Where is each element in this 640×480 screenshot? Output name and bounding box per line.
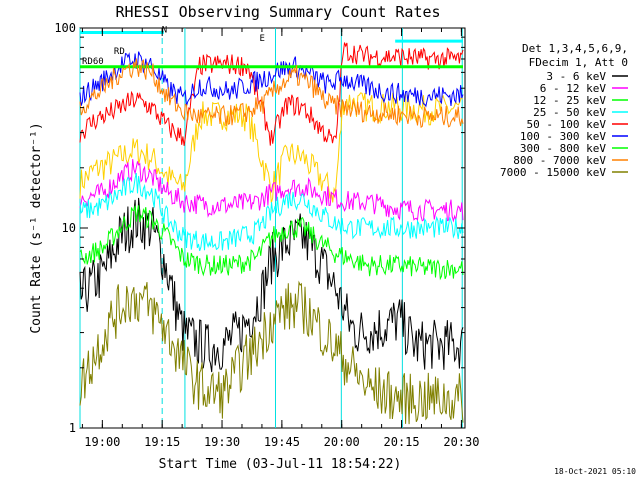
legend-header-line-2: FDecim 1, Att 0 — [529, 56, 628, 69]
series-line-7000-15000-kev — [79, 280, 464, 425]
x-tick-label: 20:30 — [443, 435, 479, 449]
flag-annotation: RD — [114, 47, 125, 57]
legend-entry-label: 7000 - 15000 keV — [500, 166, 606, 179]
legend-entry-label: 300 - 800 keV — [520, 142, 606, 155]
flag-annotation: E — [260, 34, 265, 44]
series-line-800-7000-kev — [79, 58, 464, 129]
series-line-12-25-kev — [79, 205, 464, 281]
series-line-100-300-kev — [79, 51, 464, 108]
legend-header-line-1: Det 1,3,4,5,6,9, — [522, 42, 628, 55]
legend-entry-label: 100 - 300 keV — [520, 130, 606, 143]
flag-annotation: N — [162, 25, 167, 35]
legend-entry-label: 6 - 12 keV — [540, 82, 607, 95]
x-tick-label: 20:15 — [384, 435, 420, 449]
x-axis-label: Start Time (03-Jul-11 18:54:22) — [159, 457, 402, 472]
y-axis-label: Count Rate (s⁻¹ detector⁻¹) — [29, 122, 44, 333]
legend-entry-label: 50 - 100 keV — [527, 118, 607, 131]
x-tick-label: 19:15 — [144, 435, 180, 449]
y-tick-label: 100 — [54, 21, 76, 35]
flag-annotation: RD60 — [82, 57, 104, 67]
series-line-25-50-kev — [79, 172, 464, 252]
x-tick-label: 20:00 — [324, 435, 360, 449]
generation-timestamp: 18-Oct-2021 05:10 — [554, 467, 636, 476]
legend-entry-label: 3 - 6 keV — [546, 70, 606, 83]
series-line-50-100-kev — [79, 42, 464, 146]
x-tick-label: 19:00 — [84, 435, 120, 449]
x-tick-label: 19:45 — [264, 435, 300, 449]
series-line-6-12-kev — [79, 159, 464, 223]
legend-entry-label: 800 - 7000 keV — [513, 154, 606, 167]
y-tick-label: 10 — [62, 221, 76, 235]
plot-area: N RD RD60 E 19:00 19:15 19:30 19:45 20:00 20:15 20… — [54, 21, 628, 449]
chart-title: RHESSI Observing Summary Count Rates — [115, 3, 440, 21]
y-tick-label: 1 — [69, 421, 76, 435]
legend-entry-label: 25 - 50 keV — [533, 106, 606, 119]
legend-entry-label: 12 - 25 keV — [533, 94, 606, 107]
series-line-3-6-kev — [79, 197, 464, 373]
x-tick-label: 19:30 — [204, 435, 240, 449]
